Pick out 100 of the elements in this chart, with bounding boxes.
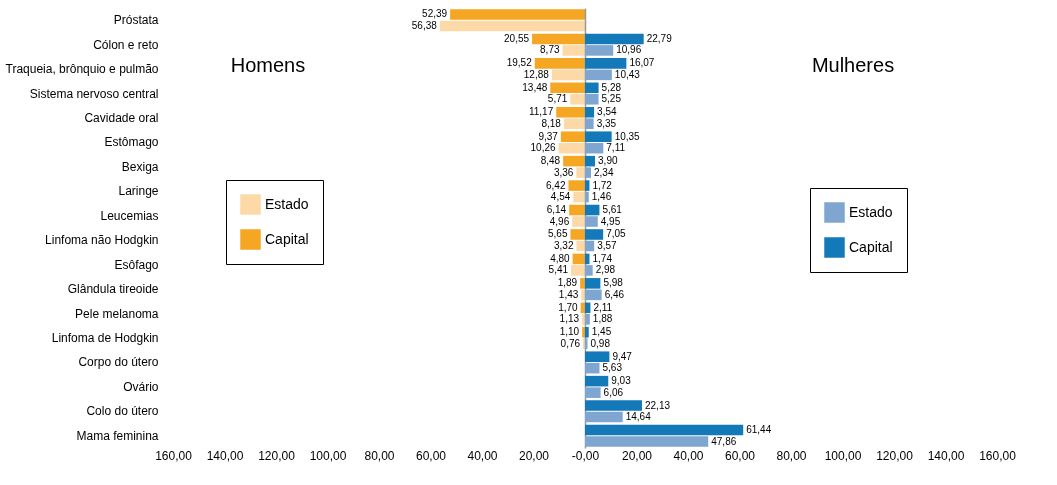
data-label: 19,52 [506,57,533,69]
data-label: 10,43 [614,68,641,80]
bar [585,400,642,411]
y-tick-label: Sistema nervoso central [29,86,159,101]
x-tick-label: -0,00 [571,448,600,463]
data-label: 10,26 [530,142,557,154]
x-tick-label: 100,00 [824,448,862,463]
data-label: 5,25 [601,93,622,105]
annotation: Mulheres [811,54,895,76]
legend-label: Capital [849,238,893,255]
data-label: 4,96 [549,215,570,227]
data-label: 8,48 [540,155,561,167]
legend-label: Estado [849,203,893,220]
data-label: 3,32 [553,239,574,251]
data-label: 0,76 [560,337,581,349]
data-label: 6,06 [603,386,624,398]
data-label: 1,88 [592,313,613,325]
data-label: 47,86 [711,435,737,447]
data-label: 1,70 [558,301,579,313]
x-tick-label: 140,00 [206,448,244,463]
data-label: 1,74 [592,252,613,264]
y-tick-label: Pele melanoma [75,306,159,321]
y-tick-label: Linfoma não Hodgkin [45,233,159,248]
legend-label: Estado [265,195,309,212]
bar [585,387,601,398]
y-tick-label: Bexiga [121,159,159,174]
y-tick-label: Próstata [113,13,159,28]
data-label: 4,80 [550,252,571,264]
x-tick-label: 80,00 [776,448,807,463]
data-label: 13,48 [522,81,548,93]
data-label: 2,34 [594,166,614,178]
data-label: 52,39 [422,8,448,20]
x-tick-label: 140,00 [927,448,965,463]
data-label: 0,98 [590,337,611,349]
data-label: 6,14 [546,204,567,216]
y-tick-label: Colo do útero [86,404,159,419]
data-label: 3,36 [553,166,574,178]
data-label: 9,03 [611,375,632,387]
legend-label: Capital [265,230,309,247]
data-label: 1,45 [591,326,612,338]
y-tick-label: Estômago [104,135,159,150]
data-label: 5,41 [548,264,569,276]
data-label: 10,35 [614,130,641,142]
data-label: 2,11 [593,301,613,313]
data-label: 1,89 [557,277,578,289]
data-label: 2,98 [595,264,616,276]
data-label: 1,72 [592,179,613,191]
data-label: 1,10 [559,326,580,338]
data-label: 11,17 [528,106,554,118]
data-label: 61,44 [746,424,772,436]
data-label: 1,13 [559,313,580,325]
data-label: 8,73 [540,44,560,56]
data-label: 56,38 [411,19,438,31]
data-label: 3,54 [597,106,618,118]
bar [585,424,744,436]
data-label: 10,96 [616,44,642,56]
bar [585,351,610,362]
data-label: 9,37 [538,130,559,142]
y-tick-label: Glândula tireoide [67,282,159,297]
annotation: Homens [230,54,306,76]
data-label: 4,54 [550,191,571,203]
data-label: 5,71 [547,93,568,105]
bar [439,20,585,32]
x-tick-label: 40,00 [467,448,498,463]
x-tick-label: 60,00 [724,448,756,463]
x-tick-label: 160,00 [979,448,1017,463]
x-tick-label: 40,00 [673,448,704,463]
x-tick-label: 160,00 [155,448,193,463]
bar [585,362,600,374]
y-tick-label: Linfoma de Hodgkin [51,331,159,345]
data-label: 6,42 [546,179,566,191]
bar [450,9,585,20]
data-label: 8,18 [541,117,562,129]
y-tick-label: Cavidade oral [84,111,159,125]
data-label: 5,65 [547,228,568,240]
data-label: 5,63 [602,362,623,374]
data-label: 7,11 [606,142,626,154]
data-label: 7,05 [606,228,627,240]
bar [585,436,709,447]
y-tick-label: Cólon e reto [93,37,159,52]
x-tick-label: 60,00 [415,448,447,463]
x-tick-label: 20,00 [621,448,653,463]
y-tick-label: Esôfago [114,257,159,272]
data-label: 22,13 [644,399,671,411]
data-label: 1,43 [558,288,579,300]
y-tick-label: Ovário [123,379,159,394]
data-label: 6,46 [604,288,625,300]
bar [581,289,585,301]
data-label: 3,90 [598,155,618,167]
data-label: 5,98 [603,277,624,289]
x-tick-label: 100,00 [309,448,347,463]
data-label: 16,07 [629,57,655,69]
data-label: 1,46 [591,191,612,203]
y-tick-label: Traqueia, brônquio e pulmão [5,62,159,77]
bar [585,375,609,387]
data-label: 3,35 [596,117,617,129]
data-label: 3,57 [597,239,618,251]
x-tick-label: 80,00 [364,448,395,463]
y-tick-label: Mama feminina [76,428,159,443]
data-label: 9,47 [612,350,633,362]
